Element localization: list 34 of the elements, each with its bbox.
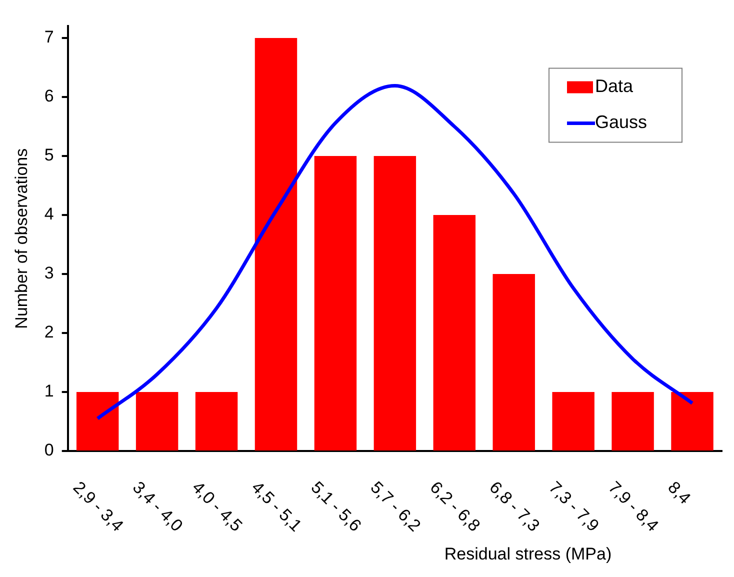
bar bbox=[552, 392, 594, 450]
bar bbox=[314, 156, 357, 450]
bar bbox=[195, 392, 238, 450]
y-tick-label: 5 bbox=[44, 146, 54, 165]
x-axis-title: Residual stress (MPa) bbox=[444, 544, 612, 564]
y-axis-title: Number of observations bbox=[12, 148, 31, 329]
bar bbox=[136, 392, 178, 450]
y-tick-label: 6 bbox=[44, 86, 54, 106]
y-tick-label: 2 bbox=[44, 322, 54, 342]
legend-label: Data bbox=[595, 76, 634, 96]
y-tick-label: 1 bbox=[44, 382, 54, 401]
x-tick-label: 3,4 - 4,0 bbox=[128, 478, 186, 536]
x-tick-label: 7,3 - 7,9 bbox=[545, 478, 603, 536]
x-tick-label: 2,9 - 3,4 bbox=[69, 478, 127, 536]
y-tick-label: 3 bbox=[44, 264, 54, 283]
bar bbox=[433, 215, 476, 450]
x-tick-label: 4,5 - 5,1 bbox=[248, 478, 306, 536]
bar bbox=[492, 274, 535, 450]
x-tick-label: 4,0 - 4,5 bbox=[188, 478, 246, 536]
x-tick-label: 5,1 - 5,6 bbox=[307, 478, 365, 536]
bar bbox=[671, 392, 714, 450]
bar bbox=[612, 392, 654, 450]
x-tick-label: 7,9 - 8,4 bbox=[604, 478, 662, 536]
bar bbox=[374, 156, 416, 450]
bar bbox=[76, 392, 119, 450]
x-tick-label: 5,7 - 6,2 bbox=[366, 478, 424, 536]
x-tick-label: 8,4 bbox=[664, 478, 694, 508]
y-tick-label: 4 bbox=[44, 204, 54, 224]
legend-label: Gauss bbox=[595, 112, 648, 132]
x-tick-label: 6,8 - 7,3 bbox=[486, 478, 544, 536]
bar bbox=[254, 38, 298, 450]
y-tick-label: 0 bbox=[44, 440, 54, 460]
y-tick-label: 7 bbox=[44, 28, 54, 47]
x-tick-label: 6,2 - 6,8 bbox=[426, 478, 484, 536]
